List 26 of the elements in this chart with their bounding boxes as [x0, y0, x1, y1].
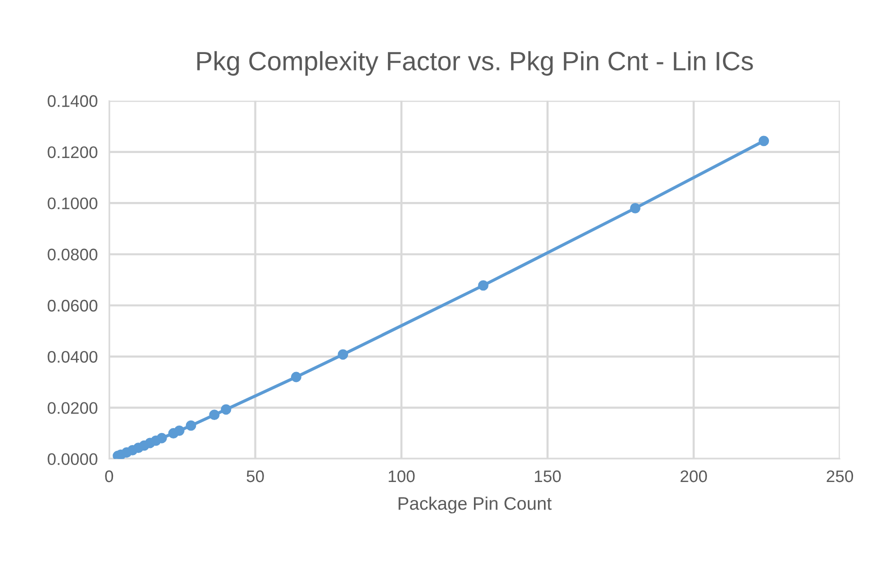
y-tick-label: 0.0400 [48, 350, 98, 363]
point [156, 432, 167, 444]
y-tick-label: 0.1400 [48, 95, 98, 107]
point [174, 426, 184, 436]
point [209, 410, 220, 420]
point [338, 349, 348, 360]
y-tick-label: 0.1200 [48, 146, 98, 158]
y-tick-label: 0.0600 [48, 300, 98, 312]
y-tick-label: 0.1000 [48, 197, 98, 210]
x-tick-label: 150 [534, 470, 561, 482]
x-tick-label: 100 [388, 470, 415, 482]
point [630, 202, 640, 214]
point [478, 280, 488, 291]
point [220, 404, 232, 415]
x-tick-label: 50 [246, 470, 264, 482]
point [186, 420, 196, 431]
point [758, 136, 770, 146]
x-tick-label: 0 [105, 470, 114, 482]
y-tick-label: 0.0200 [48, 402, 98, 414]
x-tick-label: 250 [826, 470, 854, 482]
x-tick-label: 200 [680, 470, 707, 482]
y-tick-label: 0.0800 [48, 248, 98, 260]
x-axis-title: Package Pin Count [398, 496, 552, 514]
point [290, 372, 302, 382]
chart-title: Pkg Complexity Factor vs. Pkg Pin Cnt - Lin ICs [197, 51, 753, 76]
y-tick-label: 0.0000 [48, 453, 98, 466]
